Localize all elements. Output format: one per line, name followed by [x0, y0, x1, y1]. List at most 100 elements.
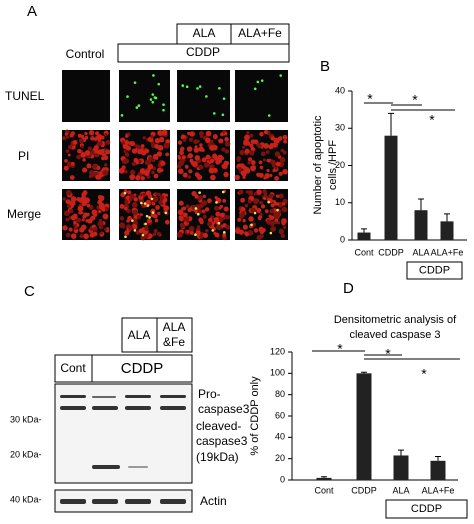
cell [162, 103, 165, 106]
band [125, 406, 151, 410]
cell [250, 139, 256, 145]
cell [244, 148, 250, 154]
cell [146, 218, 152, 224]
cell [148, 156, 153, 161]
cell [119, 204, 125, 209]
chart-title: cleaved caspase 3 [349, 329, 440, 341]
cell [98, 225, 104, 230]
cell [259, 200, 263, 205]
cell [273, 137, 280, 144]
cell [157, 144, 164, 151]
cell [194, 155, 201, 161]
cell [202, 194, 207, 199]
cell [178, 215, 184, 221]
cell [259, 133, 263, 137]
cell [184, 164, 189, 169]
column-header: ALA [163, 320, 186, 334]
band [92, 406, 118, 410]
cell [159, 168, 164, 173]
cell [88, 130, 95, 136]
cell [86, 163, 92, 169]
cell [202, 232, 209, 238]
cell [181, 155, 186, 160]
cell [144, 222, 147, 226]
cell [160, 160, 166, 166]
cell [256, 208, 262, 213]
bar [384, 135, 398, 240]
cell [280, 233, 285, 239]
cell [186, 220, 190, 224]
cell [267, 114, 271, 117]
cell [124, 152, 130, 157]
cell [154, 218, 159, 223]
cell [82, 214, 87, 219]
cell [152, 232, 157, 237]
cell [198, 85, 202, 88]
cell [258, 172, 264, 178]
cell [264, 209, 269, 214]
cell [180, 134, 186, 139]
cell [263, 196, 267, 200]
cell [154, 138, 161, 144]
cell [224, 141, 231, 147]
marker-label: 30 kDa- [10, 414, 42, 424]
cell [201, 200, 208, 206]
cell [198, 191, 201, 194]
error-bar [418, 198, 424, 211]
micrograph [177, 70, 230, 122]
cell [221, 147, 226, 152]
cell [127, 190, 132, 195]
cell [139, 193, 143, 197]
cell [263, 129, 269, 135]
cell [178, 168, 184, 175]
cell [143, 169, 150, 176]
cell [253, 211, 257, 215]
cell [153, 228, 158, 234]
bar [414, 210, 428, 240]
row-label: Merge [7, 207, 41, 221]
cell [145, 190, 152, 196]
cell [148, 216, 151, 219]
y-tick-label: 40 [275, 432, 285, 442]
cell [279, 74, 283, 77]
marker-label: 20 kDa- [10, 449, 42, 459]
cell [121, 141, 125, 145]
bar [356, 373, 372, 480]
cell [165, 193, 169, 197]
cell [242, 145, 246, 149]
cell [78, 210, 83, 215]
cell [129, 174, 136, 181]
x-tick-label: ALA+Fe [422, 485, 455, 495]
cell [244, 134, 250, 141]
cell [182, 138, 187, 142]
cell [161, 129, 168, 136]
cell [201, 209, 205, 213]
cell [195, 230, 201, 236]
cell [133, 229, 137, 232]
cell [215, 224, 222, 231]
cell [150, 135, 154, 139]
chart-title: Densitometric analysis of [334, 314, 457, 326]
group-box [385, 499, 468, 519]
cell [75, 217, 82, 223]
cell [249, 143, 254, 148]
cell [157, 130, 164, 136]
cell [159, 195, 165, 201]
cell [73, 220, 77, 225]
y-tick-label: 20 [335, 160, 345, 170]
cell [157, 192, 161, 197]
cell [197, 197, 201, 201]
cell [84, 131, 88, 136]
cell [213, 216, 220, 223]
cell [221, 163, 227, 169]
cell [212, 167, 218, 173]
cell [152, 74, 155, 77]
cell [87, 218, 93, 224]
cell [223, 206, 229, 212]
cell [150, 197, 154, 201]
y-tick-label: 20 [275, 453, 285, 463]
band [128, 466, 148, 468]
blot [54, 489, 193, 513]
cell [260, 204, 266, 209]
